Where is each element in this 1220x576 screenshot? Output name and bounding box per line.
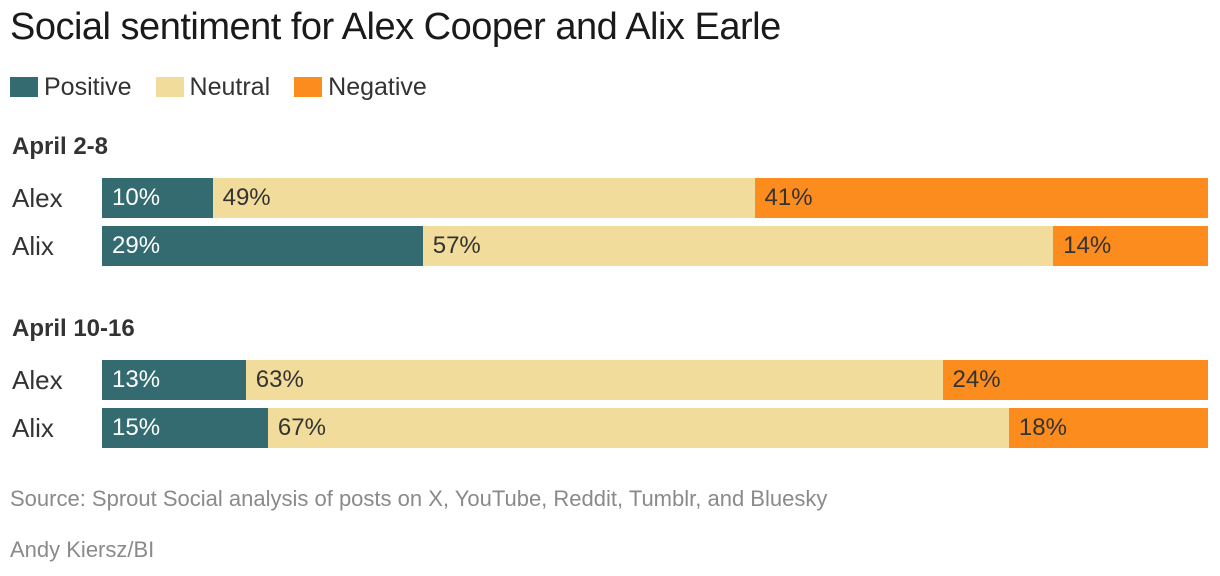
row-label-alex: Alex [12, 183, 63, 213]
legend-item-neutral: Neutral [155, 72, 271, 102]
bar-segment-neutral: 63% [245, 360, 943, 400]
source-note: Source: Sprout Social analysis of posts … [10, 486, 828, 511]
data-label: 10% [112, 184, 161, 211]
data-label: 29% [112, 232, 161, 259]
legend-item-positive: Positive [10, 73, 132, 102]
data-label: 41% [764, 184, 813, 211]
group-title: April 10-16 [12, 315, 135, 342]
row-label-alix: Alix [12, 231, 54, 261]
legend-swatch-positive [10, 77, 38, 97]
chart-title: Social sentiment for Alex Cooper and Ali… [10, 6, 781, 48]
bar-segment-negative: 41% [754, 178, 1208, 218]
bar-segment-neutral: 49% [212, 178, 755, 218]
legend-label-negative: Negative [328, 72, 427, 101]
stacked-bar: 13% 63% 24% [102, 360, 1208, 400]
row-label-alix: Alix [12, 413, 54, 443]
group-title: April 2-8 [12, 133, 109, 160]
legend-label-neutral: Neutral [189, 72, 271, 101]
bar-segment-positive: 10% [102, 178, 213, 218]
stacked-bar: 29% 57% 14% [102, 226, 1208, 266]
bar-segment-negative: 24% [942, 360, 1208, 400]
row-label-alex: Alex [12, 365, 63, 395]
legend: Positive Neutral Negative [10, 72, 451, 102]
data-label: 24% [952, 366, 1001, 393]
bar-segment-negative: 14% [1053, 226, 1208, 266]
legend-swatch-neutral [155, 77, 184, 97]
bar-segment-positive: 29% [102, 226, 423, 266]
data-label: 67% [277, 414, 326, 441]
data-label: 63% [255, 366, 304, 393]
bar-segment-positive: 15% [102, 408, 268, 448]
credit-note: Andy Kiersz/BI [10, 537, 155, 562]
data-label: 57% [432, 232, 481, 259]
data-label: 14% [1063, 232, 1112, 259]
stacked-bar: 15% 67% 18% [102, 408, 1208, 448]
bar-segment-negative: 18% [1008, 408, 1208, 448]
bar-segment-neutral: 67% [267, 408, 1009, 448]
bar-segment-positive: 13% [102, 360, 246, 400]
data-label: 13% [112, 366, 161, 393]
data-label: 49% [222, 184, 271, 211]
stacked-bar: 10% 49% 41% [102, 178, 1208, 218]
bar-segment-neutral: 57% [422, 226, 1054, 266]
legend-item-negative: Negative [294, 73, 427, 102]
legend-label-positive: Positive [44, 72, 132, 101]
data-label: 15% [112, 414, 161, 441]
data-label: 18% [1018, 414, 1067, 441]
legend-swatch-negative [294, 77, 323, 97]
